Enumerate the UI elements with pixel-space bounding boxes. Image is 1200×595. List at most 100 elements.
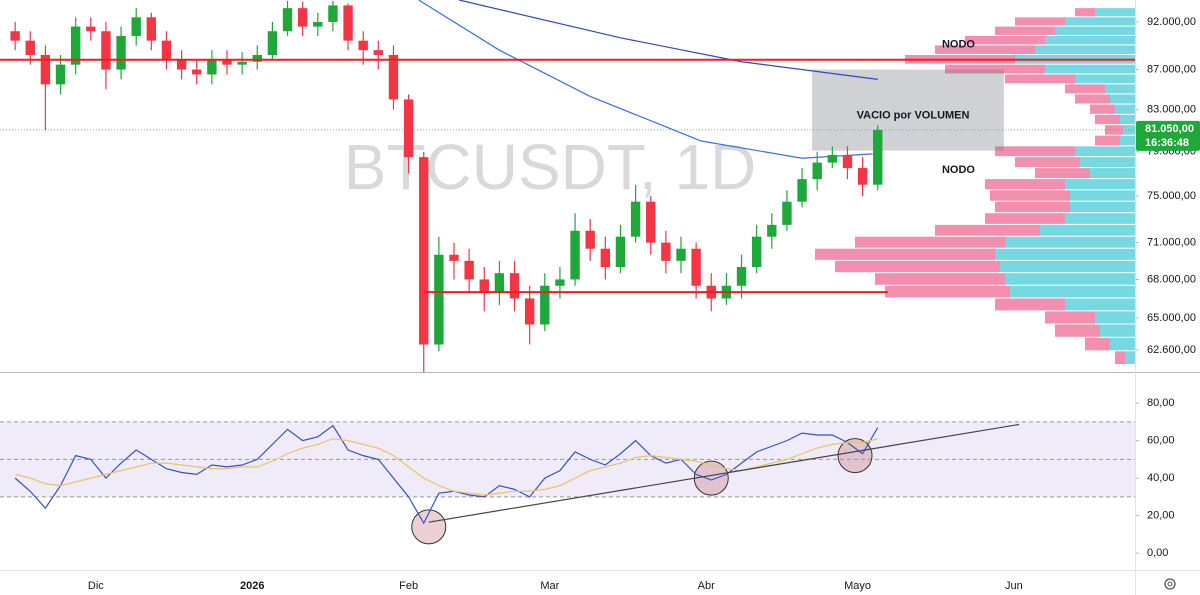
candle-body [146, 17, 157, 41]
candle-body [661, 242, 671, 261]
candle-body [615, 236, 626, 268]
candle-body [403, 99, 414, 158]
volume-down-bar [835, 260, 1000, 273]
candle-body [479, 279, 489, 293]
candle-body [40, 54, 51, 85]
volume-down-bar [945, 64, 1045, 74]
y-tick-label: 20,00 [1147, 510, 1175, 522]
candle-body [176, 59, 187, 70]
volume-down-bar [1075, 94, 1110, 104]
volume-down-bar [995, 146, 1075, 157]
annotation: NODO [942, 164, 975, 176]
volume-down-bar [875, 273, 1005, 285]
candle-body [267, 31, 278, 55]
last-price-tag [1136, 120, 1200, 151]
volume-up-bar [1070, 201, 1135, 213]
volume-down-bar [1095, 135, 1120, 146]
volume-up-bar [1075, 146, 1135, 157]
volume-up-bar [1115, 104, 1135, 114]
y-tick-label: 0,00 [1147, 547, 1168, 559]
volume-down-bar [1090, 104, 1115, 114]
candle-body [222, 59, 232, 65]
candle-body [161, 40, 172, 60]
candle-body [812, 162, 822, 180]
candle-body [827, 154, 838, 163]
volume-up-bar [1095, 311, 1135, 324]
y-tick-label: 65.000,00 [1147, 312, 1196, 324]
candle-body [464, 260, 474, 280]
moving-average [418, 0, 873, 159]
volume-down-bar [1065, 84, 1105, 94]
candle-body [328, 5, 338, 22]
settings-icon[interactable] [1164, 578, 1176, 590]
moving-average [458, 0, 878, 80]
x-tick-label: Dic [88, 580, 104, 592]
volume-up-bar [1125, 351, 1135, 365]
volume-down-bar [935, 224, 1040, 236]
y-tick-label: 40,00 [1147, 472, 1175, 484]
volume-up-bar [1105, 84, 1135, 94]
candle-body [600, 248, 611, 268]
annotation: NODO [942, 38, 975, 50]
volume-up-bar [1070, 190, 1135, 201]
volume-down-bar [1085, 337, 1110, 351]
candle-body [313, 21, 323, 27]
y-tick-label: 87.000,00 [1147, 63, 1196, 75]
candle-body [751, 236, 762, 268]
volume-down-bar [1005, 74, 1075, 84]
volume-down-bar [1035, 168, 1090, 179]
candle-body [449, 254, 459, 261]
volume-up-bar [1065, 213, 1135, 224]
candle-body [509, 273, 520, 299]
candle-body [782, 201, 792, 225]
y-tick-label: 62.600,00 [1147, 344, 1196, 356]
volume-down-bar [1045, 311, 1095, 324]
volume-up-bar [1075, 74, 1135, 84]
candle-body [494, 273, 505, 293]
volume-down-bar [855, 236, 1005, 248]
volume-gap-zone [812, 69, 1004, 151]
volume-down-bar [985, 179, 1065, 190]
volume-up-bar [1035, 45, 1135, 54]
candle-body [434, 254, 444, 345]
candle-body [207, 59, 217, 75]
x-tick-label: Feb [399, 580, 418, 592]
volume-up-bar [1005, 236, 1135, 248]
y-tick-label: 83.000,00 [1147, 104, 1196, 116]
y-tick-label: 92.000,00 [1147, 16, 1196, 28]
candle-body [797, 179, 807, 202]
candle-body [676, 248, 686, 261]
highlight-circle [837, 438, 873, 474]
highlight-circle [693, 460, 729, 496]
volume-down-bar [995, 201, 1070, 213]
volume-down-bar [1015, 157, 1080, 168]
volume-up-bar [1000, 260, 1135, 273]
zone-label: VACIO por VOLUMEN [857, 110, 970, 122]
candle-body [343, 5, 353, 41]
candle-body [101, 31, 111, 70]
candle-body [373, 50, 384, 55]
y-tick-label: 80,00 [1147, 397, 1175, 409]
candle-body [570, 230, 580, 280]
candle-body [358, 40, 368, 51]
volume-up-bar [1045, 64, 1135, 74]
rsi-average-line [14, 438, 878, 496]
volume-down-bar [1055, 324, 1100, 337]
candle-body [842, 154, 853, 169]
volume-up-bar [1110, 337, 1135, 351]
x-tick-label: Jun [1005, 580, 1023, 592]
candle-body [86, 26, 96, 32]
volume-down-bar [985, 213, 1065, 224]
volume-down-bar [1075, 8, 1095, 17]
volume-up-bar [1095, 8, 1135, 17]
countdown-label: 16:36:48 [1145, 137, 1189, 149]
candle-body [116, 35, 126, 70]
volume-up-bar [1100, 324, 1135, 337]
y-tick-label: 60,00 [1147, 435, 1175, 447]
rsi-panel [0, 421, 1135, 545]
volume-up-bar [1045, 35, 1135, 45]
volume-down-bar [995, 26, 1055, 35]
candle-body [192, 69, 202, 75]
